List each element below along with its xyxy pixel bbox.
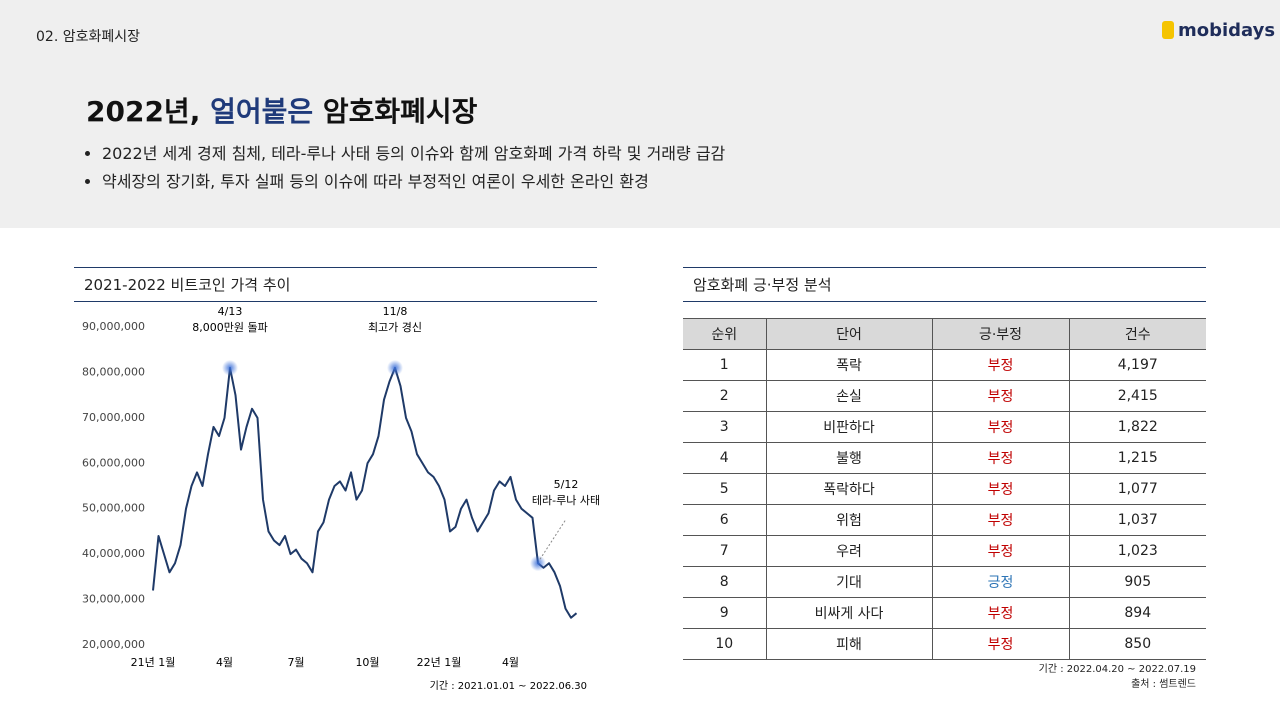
chart-note: 기간 : 2021.01.01 ~ 2022.06.30 — [430, 680, 587, 692]
table-row: 6 위험 부정 1,037 — [683, 504, 1206, 536]
table-note: 출처 : 썸트렌드 — [1131, 679, 1196, 690]
table-cell: 5 — [683, 473, 766, 505]
table-row: 9 비싸게 사다 부정 894 — [683, 597, 1206, 629]
bullet: 2022년 세계 경제 침체, 테라-루나 사태 등의 이슈와 함께 암호화폐 … — [102, 140, 725, 168]
header-band — [0, 0, 1280, 228]
x-tick-label: 10월 — [355, 656, 379, 669]
table-cell: 4 — [683, 442, 766, 474]
table-cell: 기대 — [765, 566, 932, 598]
table-row: 7 우려 부정 1,023 — [683, 535, 1206, 567]
x-tick-label: 7월 — [287, 656, 304, 669]
table-cell: 10 — [683, 628, 766, 660]
table-cell: 우려 — [765, 535, 932, 567]
x-tick-label: 21년 1월 — [131, 656, 176, 669]
table-cell: 부정 — [931, 504, 1069, 536]
table-row: 2 손실 부정 2,415 — [683, 380, 1206, 412]
highlight-point — [530, 555, 546, 572]
table-cell: 3 — [683, 411, 766, 443]
table-cell: 부정 — [931, 349, 1069, 381]
table-cell: 4,197 — [1068, 349, 1206, 381]
table-row: 10 피해 부정 850 — [683, 628, 1206, 660]
bullet: 약세장의 장기화, 투자 실패 등의 이슈에 따라 부정적인 여론이 우세한 온… — [102, 168, 725, 196]
table-cell: 부정 — [931, 380, 1069, 412]
table-cell: 손실 — [765, 380, 932, 412]
table-cell: 폭락하다 — [765, 473, 932, 505]
y-tick-label: 60,000,000 — [82, 456, 145, 469]
y-tick-label: 70,000,000 — [82, 411, 145, 424]
table-row: 4 불행 부정 1,215 — [683, 442, 1206, 474]
y-tick-label: 50,000,000 — [82, 502, 145, 515]
logo: mobidays — [1162, 20, 1275, 41]
table-cell: 905 — [1068, 566, 1206, 598]
table-row: 3 비판하다 부정 1,822 — [683, 411, 1206, 443]
table-title: 암호화폐 긍·부정 분석 — [683, 267, 1206, 302]
table-cell: 850 — [1068, 628, 1206, 660]
table-cell: 2 — [683, 380, 766, 412]
table-cell: 위험 — [765, 504, 932, 536]
table-cell: 부정 — [931, 535, 1069, 567]
y-tick-label: 20,000,000 — [82, 638, 145, 651]
highlight-point — [387, 359, 403, 376]
table-cell: 2,415 — [1068, 380, 1206, 412]
chart: 20,000,000 30,000,000 40,000,000 50,000,000… — [82, 305, 600, 692]
annotation-text: 테라-루나 사태 — [532, 494, 600, 507]
x-tick-label: 4월 — [502, 656, 519, 669]
table-cell: 부정 — [931, 473, 1069, 505]
table-cell: 1,215 — [1068, 442, 1206, 474]
table-cell: 6 — [683, 504, 766, 536]
table-cell: 비판하다 — [765, 411, 932, 443]
y-tick-label: 90,000,000 — [82, 320, 145, 333]
header-cell: 단어 — [765, 318, 932, 350]
annotation-date: 4/13 — [218, 305, 243, 318]
annotation-leader — [539, 518, 567, 560]
table-cell: 폭락 — [765, 349, 932, 381]
price-line — [152, 366, 578, 619]
table-cell: 894 — [1068, 597, 1206, 629]
table-cell: 1,822 — [1068, 411, 1206, 443]
table-row: 1 폭락 부정 4,197 — [683, 349, 1206, 381]
title-part: 얼어붙은 — [210, 95, 314, 128]
table-cell: 8 — [683, 566, 766, 598]
chart-title: 2021-2022 비트코인 가격 추이 — [74, 267, 597, 302]
bullets: 2022년 세계 경제 침체, 테라-루나 사태 등의 이슈와 함께 암호화폐 … — [84, 140, 725, 196]
slide-title: 2022년, 얼어붙은 암호화폐시장 — [86, 90, 477, 130]
header-cell: 건수 — [1068, 318, 1206, 350]
table-cell: 불행 — [765, 442, 932, 474]
annotation-text: 최고가 경신 — [368, 321, 422, 334]
y-tick-label: 40,000,000 — [82, 547, 145, 560]
table-cell: 피해 — [765, 628, 932, 660]
table-cell: 비싸게 사다 — [765, 597, 932, 629]
title-part: 2022년, — [86, 95, 211, 128]
table-cell: 부정 — [931, 628, 1069, 660]
table-row: 8 기대 긍정 905 — [683, 566, 1206, 598]
highlight-point — [222, 359, 238, 376]
table-cell: 1,037 — [1068, 504, 1206, 536]
table-cell: 9 — [683, 597, 766, 629]
sentiment-table: 순위 단어 긍·부정 건수 1 폭락 부정 4,197 2 손실 부정 2,415 3 비판하다 부정 1,8… — [683, 318, 1206, 660]
table-notes: 기간 : 2022.04.20 ~ 2022.07.19 출처 : 썸트렌드 — [900, 660, 1196, 690]
header-cell: 순위 — [683, 318, 766, 350]
table-cell: 부정 — [931, 442, 1069, 474]
table-cell: 1 — [683, 349, 766, 381]
table-note: 기간 : 2022.04.20 ~ 2022.07.19 — [1038, 664, 1196, 675]
header-row: 순위 단어 긍·부정 건수 — [683, 318, 1206, 350]
y-tick-label: 30,000,000 — [82, 593, 145, 606]
table-cell: 부정 — [931, 597, 1069, 629]
annotation-date: 5/12 — [554, 478, 579, 491]
table-cell: 1,077 — [1068, 473, 1206, 505]
title-part: 암호화폐시장 — [313, 95, 478, 128]
table-cell: 긍정 — [931, 566, 1069, 598]
x-tick-label: 4월 — [216, 656, 233, 669]
table-cell: 부정 — [931, 411, 1069, 443]
table-row: 5 폭락하다 부정 1,077 — [683, 473, 1206, 505]
header-cell: 긍·부정 — [931, 318, 1069, 350]
section-label: 02. 암호화폐시장 — [36, 29, 140, 45]
table-cell: 1,023 — [1068, 535, 1206, 567]
annotation-date: 11/8 — [383, 305, 408, 318]
x-tick-label: 22년 1월 — [417, 656, 462, 669]
table-cell: 7 — [683, 535, 766, 567]
annotation-text: 8,000만원 돌파 — [192, 321, 267, 334]
y-tick-label: 80,000,000 — [82, 365, 145, 378]
